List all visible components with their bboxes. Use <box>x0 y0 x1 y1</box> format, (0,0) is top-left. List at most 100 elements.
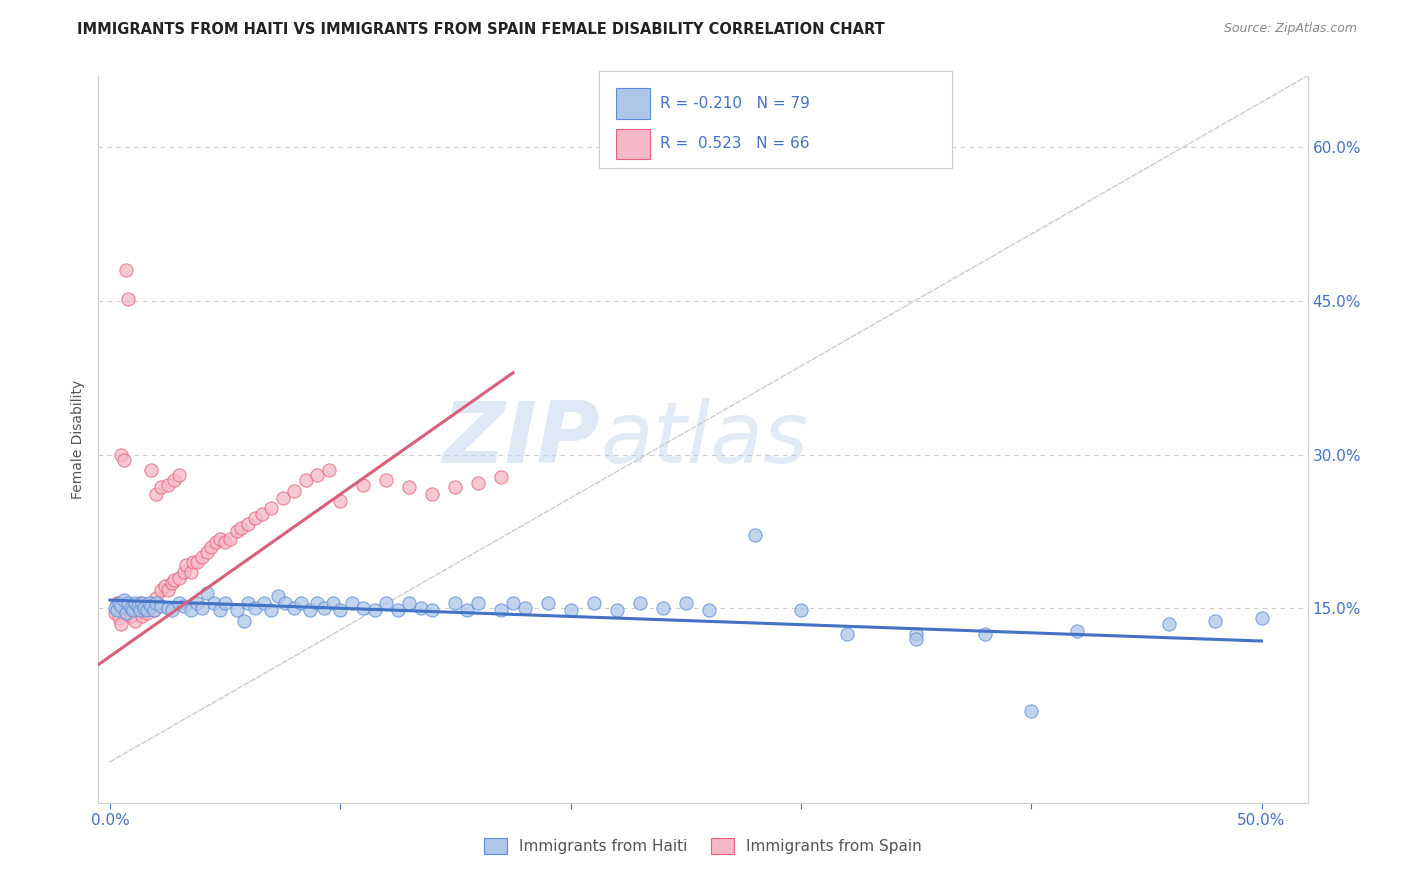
Text: R = -0.210   N = 79: R = -0.210 N = 79 <box>661 96 810 112</box>
Point <box>835 627 858 641</box>
Point <box>1019 704 1042 718</box>
Point <box>1066 624 1088 638</box>
Point <box>329 493 352 508</box>
Point <box>195 545 218 559</box>
Point <box>138 596 160 610</box>
Point <box>105 596 128 610</box>
Point <box>375 596 398 610</box>
Point <box>905 627 928 641</box>
Point <box>398 596 420 610</box>
Point <box>156 582 179 597</box>
Point <box>191 601 214 615</box>
Point <box>149 582 172 597</box>
Point <box>209 532 232 546</box>
Point <box>267 589 290 603</box>
Point <box>141 463 163 477</box>
Point <box>214 596 236 610</box>
Point <box>135 607 157 621</box>
Point <box>138 601 160 615</box>
Point <box>117 607 139 621</box>
Point <box>173 566 195 580</box>
Point <box>209 603 232 617</box>
Point <box>214 534 236 549</box>
Point <box>582 596 605 610</box>
Point <box>127 599 149 614</box>
Point <box>231 521 253 535</box>
Point <box>156 478 179 492</box>
Point <box>1204 614 1226 628</box>
Text: ZIP: ZIP <box>443 398 600 481</box>
Point <box>180 603 202 617</box>
Point <box>195 586 218 600</box>
Point <box>283 601 305 615</box>
Y-axis label: Female Disability: Female Disability <box>72 380 86 499</box>
Text: Source: ZipAtlas.com: Source: ZipAtlas.com <box>1223 22 1357 36</box>
Legend: Immigrants from Haiti, Immigrants from Spain: Immigrants from Haiti, Immigrants from S… <box>478 832 928 861</box>
Point <box>318 463 340 477</box>
Point <box>103 601 125 615</box>
Point <box>122 603 145 617</box>
Point <box>225 603 247 617</box>
Point <box>790 603 813 617</box>
Point <box>174 558 197 573</box>
Point <box>115 599 138 614</box>
Point <box>375 473 398 487</box>
Point <box>236 517 259 532</box>
Point <box>225 524 247 539</box>
Point <box>444 596 467 610</box>
Point <box>115 607 138 621</box>
Point <box>191 550 214 565</box>
Text: atlas: atlas <box>600 398 808 481</box>
Point <box>675 596 697 610</box>
Point <box>112 593 135 607</box>
Point <box>115 263 138 277</box>
Point <box>186 555 208 569</box>
Point <box>314 601 336 615</box>
Point <box>444 480 467 494</box>
Point <box>352 601 374 615</box>
Point <box>145 596 167 610</box>
Point <box>744 527 766 541</box>
Point <box>651 601 673 615</box>
Point <box>422 486 444 500</box>
Point <box>283 483 305 498</box>
Point <box>307 596 329 610</box>
Point <box>218 532 240 546</box>
Point <box>491 470 513 484</box>
Point <box>236 596 259 610</box>
Point <box>628 596 651 610</box>
Point <box>108 596 131 610</box>
Point <box>128 603 150 617</box>
Point <box>145 591 167 605</box>
Point <box>513 601 536 615</box>
Point <box>467 476 489 491</box>
Point <box>253 596 276 610</box>
Point <box>134 601 156 615</box>
Point <box>117 292 139 306</box>
Point <box>250 507 273 521</box>
Point <box>202 596 225 610</box>
Point <box>149 480 172 494</box>
Point <box>135 603 157 617</box>
Point <box>274 596 297 610</box>
Point <box>467 596 489 610</box>
Point <box>110 616 132 631</box>
Point <box>294 473 316 487</box>
Point <box>120 609 142 624</box>
Point <box>141 596 163 610</box>
Point <box>167 570 190 584</box>
Point <box>200 540 222 554</box>
Point <box>112 603 135 617</box>
Point <box>122 603 145 617</box>
Point <box>1250 611 1272 625</box>
Point <box>142 603 165 617</box>
Point <box>271 491 294 505</box>
Point <box>260 500 283 515</box>
Text: R =  0.523   N = 66: R = 0.523 N = 66 <box>661 136 810 152</box>
Point <box>149 599 172 614</box>
Point <box>124 614 146 628</box>
Point <box>260 603 283 617</box>
Point <box>124 596 146 610</box>
Point <box>112 452 135 467</box>
Point <box>322 596 344 610</box>
